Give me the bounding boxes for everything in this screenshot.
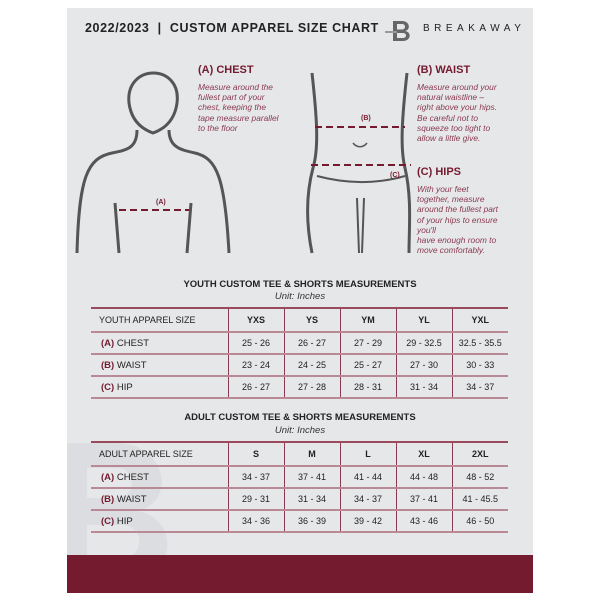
row-name: HIP bbox=[116, 515, 133, 527]
value-cell: 30 - 33 bbox=[451, 354, 508, 377]
row-code: (C) bbox=[101, 515, 115, 527]
arms bbox=[113, 202, 193, 254]
row-label: (A) CHEST bbox=[91, 332, 228, 355]
value-cell: 44 - 48 bbox=[395, 466, 452, 489]
left-shoulder bbox=[75, 129, 139, 254]
hips-heading: (C) HIPS bbox=[417, 166, 461, 178]
youth-section-title: YOUTH CUSTOM TEE & SHORTS MEASUREMENTS bbox=[183, 279, 417, 290]
torso-right bbox=[400, 72, 412, 254]
value-cell: 23 - 24 bbox=[227, 354, 284, 377]
row-code: (C) bbox=[101, 381, 115, 393]
right-shoulder bbox=[167, 129, 231, 254]
value-cell: 31 - 34 bbox=[283, 488, 340, 511]
adult-unit: Unit: Inches bbox=[274, 425, 326, 436]
torso-left bbox=[306, 72, 319, 254]
header-cell: YOUTH APPAREL SIZE bbox=[91, 307, 228, 333]
value-cell: 25 - 27 bbox=[339, 354, 396, 377]
value-cell: 26 - 27 bbox=[283, 332, 340, 355]
page-title: 2022/2023 | CUSTOM APPAREL SIZE CHART bbox=[85, 21, 379, 35]
value-cell: 29 - 32.5 bbox=[395, 332, 452, 355]
value-cell: 27 - 28 bbox=[283, 376, 340, 399]
row-code: (B) bbox=[101, 359, 115, 371]
waist-description: Measure around your natural waistline – ri… bbox=[417, 82, 498, 144]
chest-heading: (A) CHEST bbox=[198, 64, 254, 76]
header-cell: YM bbox=[339, 307, 396, 333]
row-label: (A) CHEST bbox=[91, 466, 228, 489]
row-code: (A) bbox=[101, 337, 115, 349]
value-cell: 31 - 34 bbox=[395, 376, 452, 399]
header-cell: M bbox=[283, 441, 340, 467]
table-row: (A) CHEST 25 - 26 26 - 27 27 - 29 29 - 32.5 3… bbox=[91, 332, 508, 355]
header-cell: YS bbox=[283, 307, 340, 333]
marker-b: (B) bbox=[361, 115, 371, 122]
row-name: HIP bbox=[116, 381, 133, 393]
footer-bar bbox=[67, 555, 533, 593]
header-cell: YXL bbox=[451, 307, 508, 333]
value-cell: 24 - 25 bbox=[283, 354, 340, 377]
value-cell: 27 - 30 bbox=[395, 354, 452, 377]
value-cell: 27 - 29 bbox=[339, 332, 396, 355]
size-chart-page: 2022/2023 | CUSTOM APPAREL SIZE CHART BR… bbox=[67, 8, 533, 593]
row-name: WAIST bbox=[116, 493, 147, 505]
hips-description: With your feet together, measure around th… bbox=[417, 184, 499, 256]
value-cell: 43 - 46 bbox=[395, 510, 452, 533]
value-cell: 37 - 41 bbox=[395, 488, 452, 511]
value-cell: 37 - 41 bbox=[283, 466, 340, 489]
adult-size-table: ADULT APPAREL SIZE S M L XL 2XL (A) CHEST 34 - … bbox=[91, 441, 508, 533]
value-cell: 41 - 45.5 bbox=[451, 488, 508, 511]
row-code: (A) bbox=[101, 471, 115, 483]
youth-unit: Unit: Inches bbox=[274, 291, 326, 302]
header-cell: XL bbox=[395, 441, 452, 467]
value-cell: 25 - 26 bbox=[227, 332, 284, 355]
adult-section-title: ADULT CUSTOM TEE & SHORTS MEASUREMENTS bbox=[184, 412, 416, 423]
value-cell: 41 - 44 bbox=[339, 466, 396, 489]
value-cell: 26 - 27 bbox=[227, 376, 284, 399]
value-cell: 36 - 39 bbox=[283, 510, 340, 533]
table-row: (B) WAIST 29 - 31 31 - 34 34 - 37 37 - 41 41 … bbox=[91, 488, 508, 511]
table-row: (C) HIP 26 - 27 27 - 28 28 - 31 31 - 34 34 - … bbox=[91, 376, 508, 399]
waist-heading: (B) WAIST bbox=[417, 64, 471, 76]
marker-a: (A) bbox=[156, 199, 166, 206]
value-cell: 32.5 - 35.5 bbox=[451, 332, 508, 355]
value-cell: 34 - 37 bbox=[339, 488, 396, 511]
header-cell: YL bbox=[395, 307, 452, 333]
row-label: (C) HIP bbox=[91, 510, 228, 533]
header-cell: YXS bbox=[227, 307, 284, 333]
value-cell: 28 - 31 bbox=[339, 376, 396, 399]
table-row: (B) WAIST 23 - 24 24 - 25 25 - 27 27 - 30 30 … bbox=[91, 354, 508, 377]
value-cell: 34 - 37 bbox=[227, 466, 284, 489]
row-label: (B) WAIST bbox=[91, 354, 228, 377]
table-row: (A) CHEST 34 - 37 37 - 41 41 - 44 44 - 48 48 … bbox=[91, 466, 508, 489]
row-name: WAIST bbox=[116, 359, 147, 371]
table-header-row: ADULT APPAREL SIZE S M L XL 2XL bbox=[91, 441, 508, 467]
head-outline bbox=[127, 71, 179, 135]
table-row: (C) HIP 34 - 36 36 - 39 39 - 42 43 - 46 46 - … bbox=[91, 510, 508, 533]
header-cell: 2XL bbox=[451, 441, 508, 467]
row-name: CHEST bbox=[116, 471, 150, 483]
value-cell: 39 - 42 bbox=[339, 510, 396, 533]
row-code: (B) bbox=[101, 493, 115, 505]
chest-description: Measure around the fullest part of your ch… bbox=[198, 82, 279, 133]
value-cell: 46 - 50 bbox=[451, 510, 508, 533]
value-cell: 48 - 52 bbox=[451, 466, 508, 489]
youth-size-table: YOUTH APPAREL SIZE YXS YS YM YL YXL (A) CHEST 2… bbox=[91, 307, 508, 399]
header-cell: L bbox=[339, 441, 396, 467]
row-label: (B) WAIST bbox=[91, 488, 228, 511]
table-header-row: YOUTH APPAREL SIZE YXS YS YM YL YXL bbox=[91, 307, 508, 333]
value-cell: 34 - 36 bbox=[227, 510, 284, 533]
brand-name: BREAKAWAY bbox=[423, 23, 526, 34]
value-cell: 34 - 37 bbox=[451, 376, 508, 399]
header-cell: ADULT APPAREL SIZE bbox=[91, 441, 228, 467]
row-label: (C) HIP bbox=[91, 376, 228, 399]
body-diagrams: (A) (B) (C) bbox=[75, 71, 412, 254]
row-name: CHEST bbox=[116, 337, 150, 349]
breakaway-logo-icon bbox=[385, 21, 410, 41]
header-cell: S bbox=[227, 441, 284, 467]
marker-c: (C) bbox=[390, 172, 400, 179]
value-cell: 29 - 31 bbox=[227, 488, 284, 511]
